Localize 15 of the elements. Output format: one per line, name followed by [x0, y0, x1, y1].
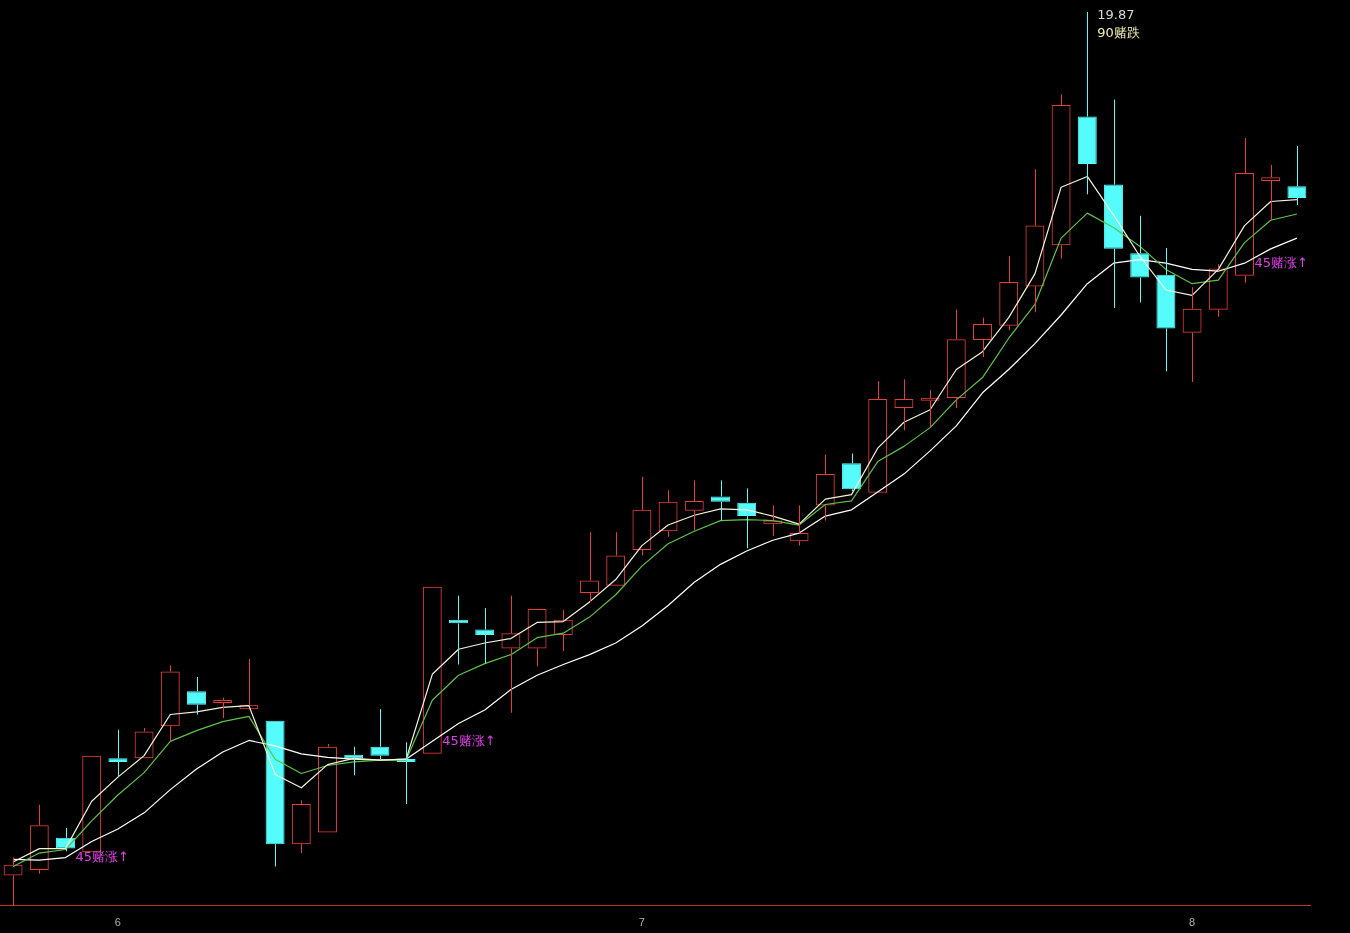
x-tick-label: 8: [1189, 916, 1196, 929]
candlestick: [842, 453, 861, 492]
candlestick: [711, 479, 730, 522]
candlestick: [1077, 11, 1097, 195]
annotation: 45赌涨↑: [75, 848, 129, 864]
annotation: 90赌跌: [1097, 25, 1140, 41]
x-tick-label: 6: [114, 916, 121, 929]
candlestick: [108, 729, 128, 778]
x-tick-label: 7: [638, 916, 645, 929]
candlestick: [370, 708, 390, 760]
annotation: 45赌涨↑: [1254, 254, 1308, 270]
annotation: 19.87: [1097, 7, 1135, 23]
candlestick: [1104, 99, 1123, 309]
annotation: 45赌涨↑: [442, 732, 496, 748]
candlestick: [1156, 247, 1176, 372]
